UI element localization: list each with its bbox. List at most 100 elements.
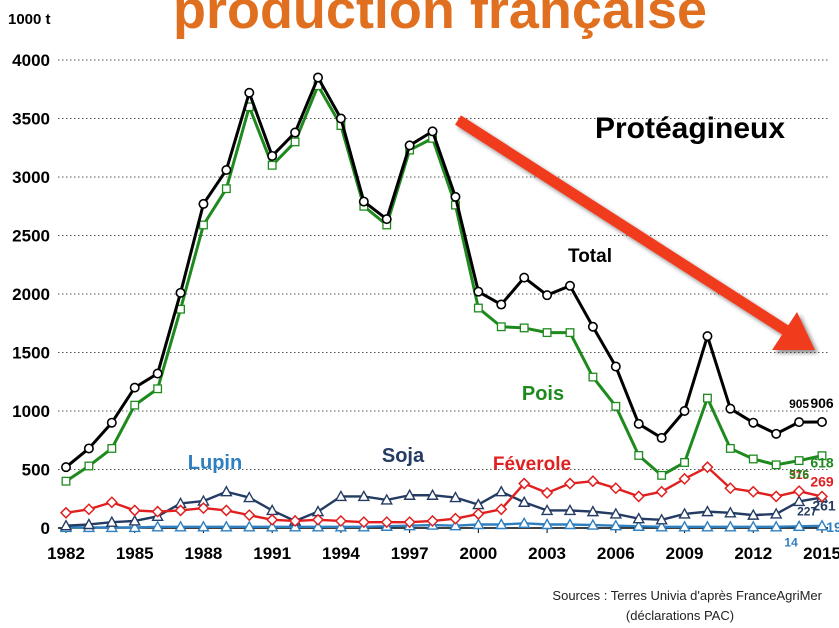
- marker: [243, 520, 256, 532]
- marker: [128, 514, 141, 526]
- marker: [334, 514, 347, 528]
- marker: [130, 400, 140, 410]
- x-tick-label: 1982: [47, 544, 85, 563]
- marker: [519, 323, 529, 333]
- marker: [265, 520, 279, 532]
- marker: [312, 72, 323, 83]
- marker: [770, 490, 783, 503]
- series-label: Féverole: [493, 454, 571, 475]
- marker: [221, 184, 231, 194]
- marker: [678, 472, 691, 485]
- marker: [82, 503, 95, 516]
- series-line: [66, 522, 823, 529]
- data-label: 19: [826, 519, 839, 535]
- marker: [563, 504, 577, 516]
- marker: [748, 454, 758, 464]
- marker: [105, 496, 118, 509]
- marker: [197, 520, 210, 532]
- marker: [495, 503, 508, 516]
- marker: [174, 504, 187, 517]
- marker: [518, 477, 531, 490]
- series-label: Total: [568, 246, 612, 267]
- data-label: 576: [789, 468, 809, 482]
- marker: [82, 518, 96, 530]
- marker: [655, 513, 668, 525]
- marker: [427, 126, 438, 137]
- marker: [128, 520, 141, 533]
- source: (déclarations PAC): [626, 608, 734, 623]
- y-tick-label: 0: [41, 519, 50, 538]
- marker: [197, 502, 210, 515]
- y-tick-label: 2000: [12, 285, 50, 304]
- x-tick-label: 1988: [185, 544, 223, 563]
- marker: [128, 504, 141, 517]
- marker: [816, 416, 827, 427]
- marker: [244, 87, 255, 98]
- marker: [266, 513, 279, 526]
- marker: [655, 520, 668, 532]
- marker: [265, 504, 279, 516]
- marker: [357, 516, 370, 529]
- marker: [199, 220, 208, 230]
- marker: [426, 514, 439, 528]
- marker: [449, 491, 462, 503]
- marker: [587, 321, 598, 332]
- marker: [495, 485, 508, 497]
- marker: [540, 518, 554, 530]
- marker: [725, 403, 736, 414]
- x-tick-label: 2015: [803, 544, 839, 563]
- marker: [817, 451, 827, 461]
- x-tick-label: 2012: [734, 544, 772, 563]
- marker: [380, 516, 393, 529]
- y-tick-label: 3000: [12, 168, 50, 187]
- marker: [243, 491, 256, 503]
- series-label: Pois: [522, 383, 564, 405]
- marker: [220, 504, 233, 517]
- marker: [60, 462, 71, 473]
- data-label: 906: [810, 395, 834, 411]
- marker: [83, 443, 94, 454]
- marker: [267, 160, 277, 170]
- marker: [703, 393, 712, 403]
- marker: [815, 490, 829, 503]
- marker: [793, 485, 806, 498]
- marker: [335, 113, 346, 124]
- marker: [426, 488, 439, 500]
- marker: [725, 443, 735, 453]
- marker: [634, 451, 644, 460]
- marker: [748, 417, 759, 428]
- marker: [496, 299, 507, 310]
- marker: [771, 460, 781, 470]
- marker: [609, 519, 623, 531]
- marker: [105, 515, 119, 527]
- marker: [358, 196, 369, 207]
- marker: [289, 514, 302, 528]
- marker: [632, 512, 645, 524]
- marker: [632, 490, 645, 503]
- series-line: [65, 76, 823, 469]
- marker: [381, 214, 392, 225]
- marker: [107, 443, 117, 453]
- x-tick-label: 2006: [597, 544, 635, 563]
- marker: [633, 418, 644, 429]
- marker: [495, 518, 508, 530]
- marker: [769, 520, 783, 532]
- series-line: [65, 465, 823, 524]
- marker: [496, 322, 506, 332]
- marker: [655, 485, 668, 498]
- marker: [220, 485, 233, 497]
- marker: [59, 519, 73, 531]
- marker: [792, 494, 806, 507]
- annotation: Protéagineux: [595, 112, 785, 145]
- marker: [129, 382, 140, 393]
- marker: [632, 519, 645, 531]
- marker: [472, 507, 485, 521]
- marker: [473, 286, 484, 297]
- marker: [769, 507, 783, 519]
- marker: [84, 461, 94, 471]
- marker: [472, 518, 485, 530]
- data-label: 618: [810, 455, 834, 471]
- marker: [243, 509, 256, 522]
- y-tick-label: 1500: [12, 344, 50, 363]
- marker: [174, 520, 187, 532]
